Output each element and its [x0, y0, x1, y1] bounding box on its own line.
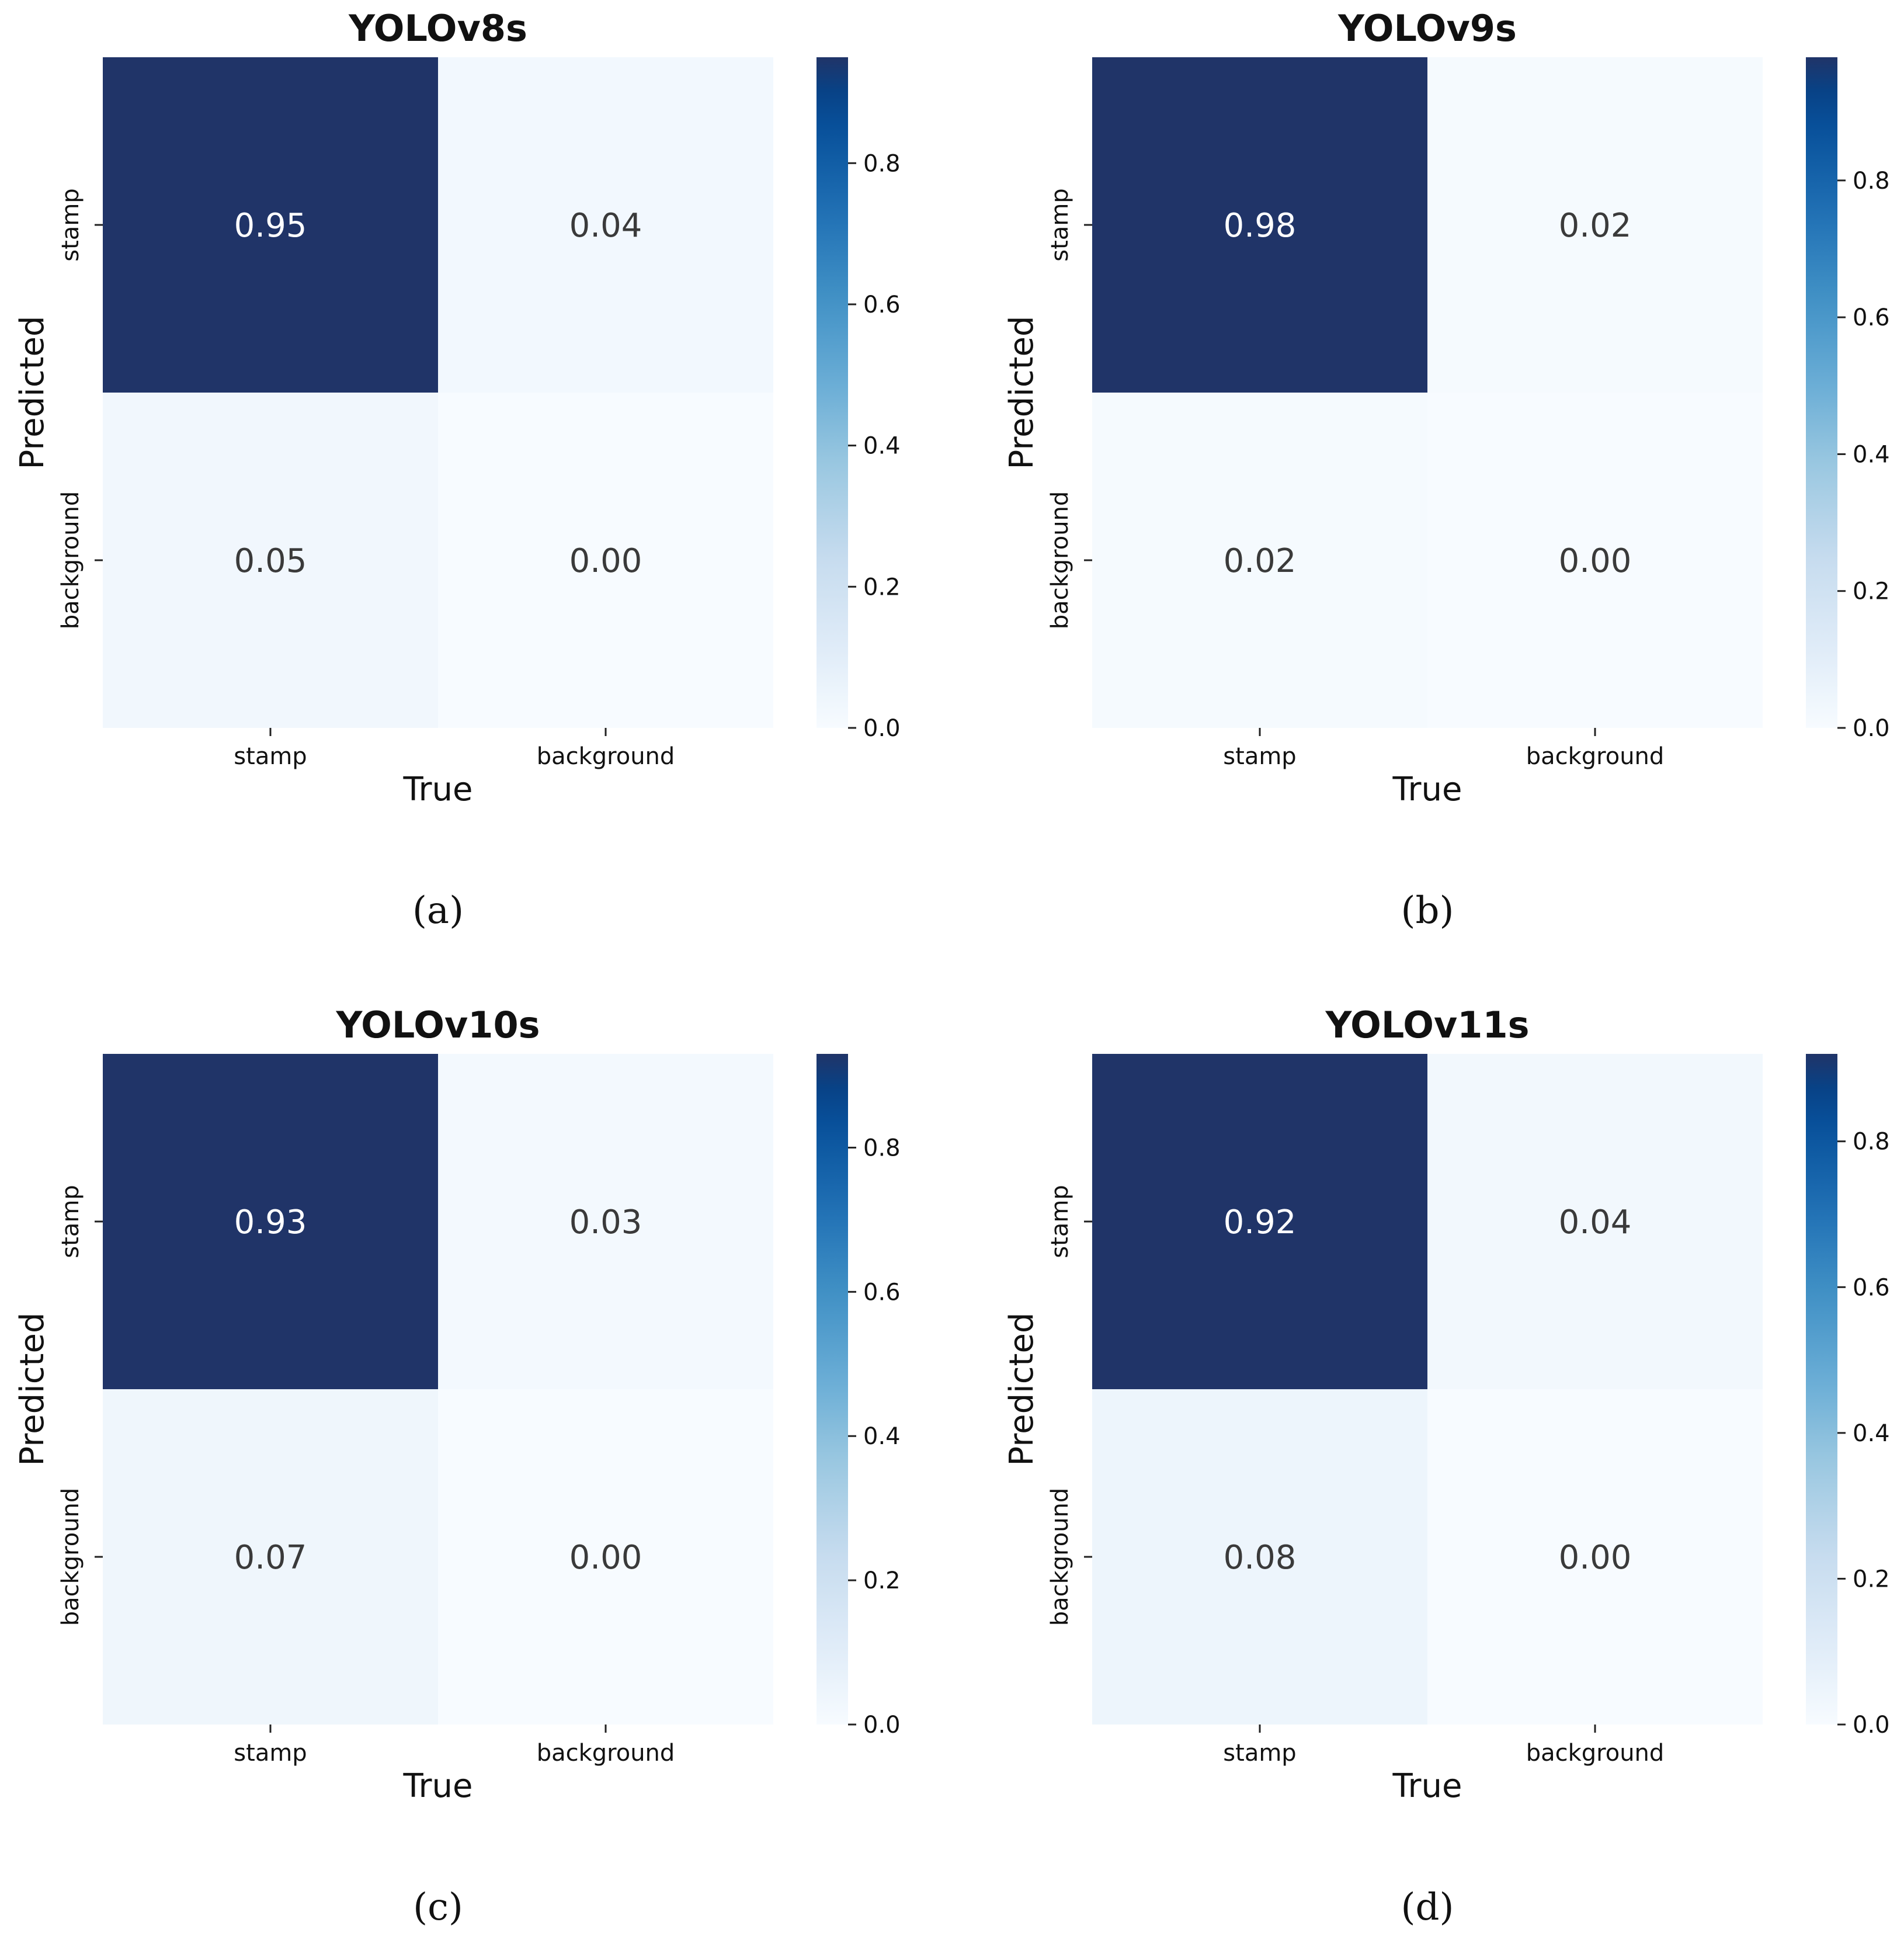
heatmap-cell	[1427, 57, 1763, 393]
x-tick-label: stamp	[1223, 743, 1296, 770]
cell-value-label: 0.04	[1559, 1203, 1632, 1241]
panel-title: YOLOv10s	[336, 1004, 540, 1046]
panel-caption: (a)	[412, 889, 464, 932]
colorbar-tick-label: 0.2	[1853, 578, 1890, 605]
panel-title: YOLOv8s	[348, 7, 527, 50]
colorbar-tick-label: 0.8	[863, 1134, 901, 1161]
y-tick-label: stamp	[1047, 1185, 1073, 1258]
y-axis-label: Predicted	[1003, 316, 1041, 470]
cell-value-label: 0.00	[569, 1539, 642, 1577]
cell-value-label: 0.00	[569, 542, 642, 580]
colorbar-tick-label: 0.6	[863, 1279, 901, 1306]
colorbar	[1806, 1054, 1837, 1725]
colorbar-tick-label: 0.8	[1853, 168, 1890, 195]
y-axis-label: Predicted	[13, 1313, 51, 1466]
cell-value-label: 0.07	[234, 1539, 307, 1577]
colorbar-tick-label: 0.2	[863, 574, 901, 601]
y-tick-label: stamp	[57, 188, 84, 261]
colorbar-tick-label: 0.4	[1853, 441, 1890, 468]
heatmap-cell	[1092, 1054, 1427, 1389]
x-tick-label: background	[1526, 743, 1665, 770]
colorbar-tick-label: 0.0	[1853, 715, 1890, 742]
x-axis-label: True	[1392, 771, 1462, 809]
y-tick-label: stamp	[57, 1185, 84, 1258]
heatmap-cell	[1092, 1389, 1427, 1725]
cell-value-label: 0.98	[1224, 207, 1297, 245]
y-tick-label: background	[1047, 491, 1073, 630]
colorbar-tick-label: 0.2	[1853, 1566, 1890, 1592]
panel-caption: (d)	[1401, 1886, 1454, 1929]
cell-value-label: 0.00	[1559, 542, 1632, 580]
x-axis-label: True	[403, 1767, 473, 1805]
colorbar-tick-label: 0.6	[1853, 304, 1890, 331]
y-axis-label: Predicted	[13, 316, 51, 470]
colorbar-tick-label: 0.4	[863, 1423, 901, 1450]
heatmap-cell	[1427, 393, 1763, 728]
cell-value-label: 0.03	[569, 1203, 642, 1241]
heatmap-cell	[438, 1389, 773, 1725]
heatmap-cell	[1427, 1389, 1763, 1725]
colorbar-tick-label: 0.0	[863, 1712, 901, 1739]
colorbar-tick-label: 0.6	[1853, 1274, 1890, 1301]
x-tick-label: stamp	[234, 743, 307, 770]
colorbar-tick-label: 0.4	[863, 433, 901, 460]
panel-caption: (c)	[413, 1886, 463, 1929]
x-tick-label: background	[537, 743, 675, 770]
heatmap-cell	[438, 393, 773, 728]
colorbar-tick-label: 0.2	[863, 1567, 901, 1594]
cell-value-label: 0.95	[234, 207, 307, 245]
x-tick-label: stamp	[234, 1740, 307, 1767]
heatmap-cell	[1092, 393, 1427, 728]
colorbar-tick-label: 0.8	[1853, 1129, 1890, 1156]
cell-value-label: 0.00	[1559, 1539, 1632, 1577]
heatmap-cell	[1427, 1054, 1763, 1389]
y-tick-label: background	[1047, 1488, 1073, 1626]
colorbar-tick-label: 0.6	[863, 292, 901, 318]
heatmap-cell	[1092, 57, 1427, 393]
cell-value-label: 0.02	[1559, 207, 1632, 245]
colorbar	[817, 57, 848, 728]
heatmap-cell	[103, 393, 438, 728]
heatmap-cell	[103, 1054, 438, 1389]
x-axis-label: True	[403, 771, 473, 809]
panel-title: YOLOv9s	[1337, 7, 1517, 50]
colorbar-tick-label: 0.0	[1853, 1712, 1890, 1739]
cell-value-label: 0.93	[234, 1203, 307, 1241]
colorbar-tick-label: 0.0	[863, 715, 901, 742]
y-tick-label: background	[57, 1488, 84, 1626]
x-tick-label: background	[537, 1740, 675, 1767]
cell-value-label: 0.08	[1224, 1539, 1297, 1577]
cell-value-label: 0.02	[1224, 542, 1297, 580]
y-tick-label: stamp	[1047, 188, 1073, 261]
y-tick-label: background	[57, 491, 84, 630]
colorbar	[817, 1054, 848, 1725]
heatmap-cell	[103, 1389, 438, 1725]
heatmap-cell	[438, 57, 773, 393]
cell-value-label: 0.04	[569, 207, 642, 245]
cell-value-label: 0.92	[1224, 1203, 1297, 1241]
colorbar	[1806, 57, 1837, 728]
panel-caption: (b)	[1401, 889, 1454, 932]
x-tick-label: background	[1526, 1740, 1665, 1767]
colorbar-tick-label: 0.8	[863, 150, 901, 177]
cell-value-label: 0.05	[234, 542, 307, 580]
x-axis-label: True	[1392, 1767, 1462, 1805]
x-tick-label: stamp	[1223, 1740, 1296, 1767]
panel-title: YOLOv11s	[1325, 1004, 1530, 1046]
heatmap-cell	[438, 1054, 773, 1389]
heatmap-cell	[103, 57, 438, 393]
colorbar-tick-label: 0.4	[1853, 1420, 1890, 1447]
y-axis-label: Predicted	[1003, 1313, 1041, 1466]
